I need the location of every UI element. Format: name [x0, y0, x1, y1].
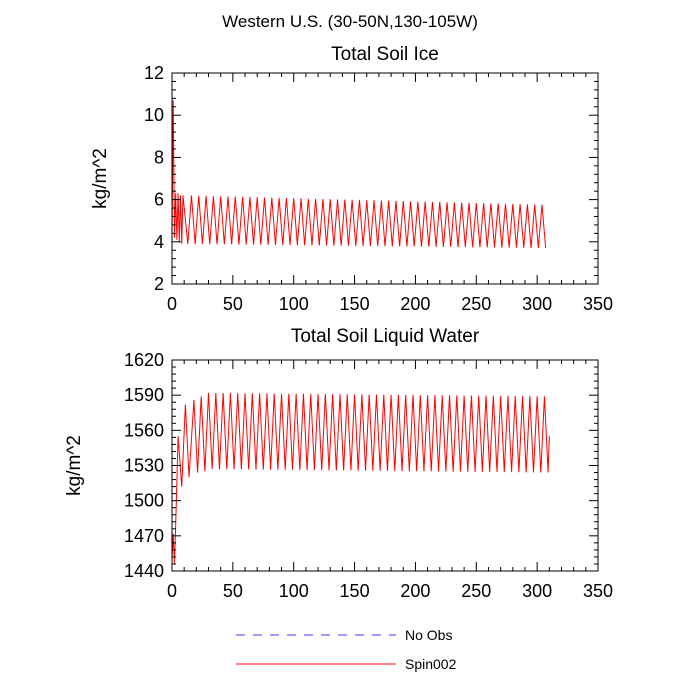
series-line	[171, 100, 547, 249]
y-tick-label: 1560	[124, 420, 164, 440]
x-tick-label: 50	[223, 581, 243, 601]
y-tick-label: 8	[154, 147, 164, 167]
x-tick-label: 100	[279, 294, 309, 314]
x-tick-label: 0	[167, 581, 177, 601]
y-tick-label: 10	[144, 105, 164, 125]
y-tick-label: 1440	[124, 561, 164, 581]
x-tick-label: 350	[583, 294, 613, 314]
panel-title: Total Soil Liquid Water	[291, 326, 480, 347]
y-tick-label: 1500	[124, 491, 164, 511]
y-tick-label: 1470	[124, 526, 164, 546]
panel-title: Total Soil Ice	[331, 44, 439, 65]
x-tick-label: 50	[223, 294, 243, 314]
x-tick-label: 200	[400, 581, 430, 601]
x-tick-label: 0	[167, 294, 177, 314]
x-tick-label: 350	[583, 581, 613, 601]
x-tick-label: 300	[522, 294, 552, 314]
x-tick-label: 250	[461, 581, 491, 601]
legend-label: No Obs	[405, 627, 452, 643]
y-tick-label: 1590	[124, 385, 164, 405]
figure-title: Western U.S. (30-50N,130-105W)	[222, 12, 478, 31]
x-tick-label: 150	[340, 294, 370, 314]
y-tick-label: 1620	[124, 350, 164, 370]
x-tick-label: 250	[461, 294, 491, 314]
panel-soil-liquid-water: Total Soil Liquid Water 0 50 100 150 200 250 30…	[64, 326, 613, 601]
y-tick-label: 4	[154, 232, 164, 252]
x-tick-label: 200	[400, 294, 430, 314]
y-tick-label: 12	[144, 63, 164, 83]
x-tick-label: 150	[340, 581, 370, 601]
y-tick-label: 2	[154, 274, 164, 294]
x-tick-label: 300	[522, 581, 552, 601]
legend-label: Spin002	[405, 656, 457, 672]
y-tick-label: 6	[154, 190, 164, 210]
series-line	[171, 392, 550, 564]
y-axis-label: kg/m^2	[64, 435, 85, 496]
x-tick-label: 100	[279, 581, 309, 601]
legend: No Obs Spin002	[236, 627, 457, 672]
plot-frame	[171, 72, 599, 285]
panel-soil-ice: Total Soil Ice 0 50 100 150 200 250 300 350 2 4 6 8 1…	[90, 44, 613, 314]
y-axis-label: kg/m^2	[90, 148, 111, 209]
y-tick-label: 1530	[124, 456, 164, 476]
